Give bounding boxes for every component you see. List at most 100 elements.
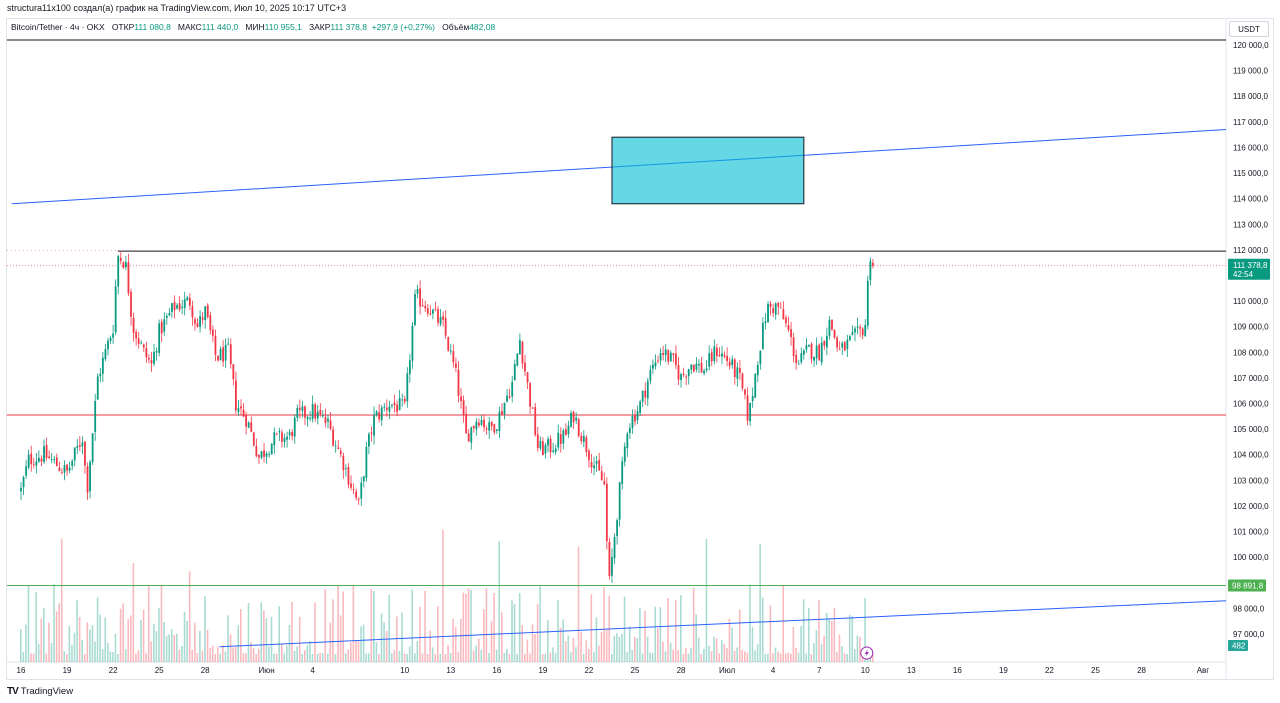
volume-bar xyxy=(726,647,728,662)
volume-bar xyxy=(749,584,751,662)
volume-bar xyxy=(327,653,329,662)
y-tick-label: 103 000,0 xyxy=(1233,476,1269,485)
last-price-tag-timer: 42:54 xyxy=(1233,270,1254,279)
legend-volume: 482,08 xyxy=(469,22,496,32)
volume-bar xyxy=(641,653,644,662)
candle-body xyxy=(444,317,447,336)
candle-body xyxy=(508,396,511,398)
volume-bar xyxy=(273,653,275,662)
candle-body xyxy=(278,430,281,433)
volume-bar xyxy=(32,653,35,662)
candle-body xyxy=(25,466,28,476)
candle-body xyxy=(137,338,140,344)
lower-trendline[interactable] xyxy=(219,600,1227,648)
candle-body xyxy=(229,344,232,365)
candle-body xyxy=(715,347,718,357)
candle-body xyxy=(490,422,493,426)
y-tick-label: 100 000,0 xyxy=(1233,553,1269,562)
volume-bar xyxy=(452,618,454,662)
candle-body xyxy=(654,362,657,367)
candle-body xyxy=(206,305,209,317)
candle-body xyxy=(270,443,273,455)
volume-bar xyxy=(25,624,27,662)
legend-open-label: ОТКР xyxy=(111,22,135,32)
volume-bar xyxy=(603,587,605,662)
volume-bar xyxy=(419,606,421,662)
candle-body xyxy=(421,305,424,307)
volume-bar xyxy=(728,618,731,662)
y-tick-label: 119 000,0 xyxy=(1233,67,1269,76)
volume-bar xyxy=(204,595,206,662)
x-tick-label: 25 xyxy=(631,666,640,675)
candle-body xyxy=(370,432,373,434)
volume-bar xyxy=(508,653,511,662)
candle-body xyxy=(66,464,68,471)
candle-body xyxy=(705,368,708,371)
candle-body xyxy=(738,368,741,373)
volume-bar xyxy=(805,653,808,662)
candle-body xyxy=(854,328,856,333)
volume-bar xyxy=(347,649,350,662)
candle-body xyxy=(570,412,572,427)
volume-bar xyxy=(823,635,825,662)
candle-body xyxy=(171,303,173,313)
candle-body xyxy=(559,434,562,444)
candle-body xyxy=(462,400,465,415)
candle-body xyxy=(501,411,503,415)
candle-body xyxy=(557,432,560,448)
volume-bar xyxy=(183,611,186,662)
candle-body xyxy=(549,438,552,453)
volume-bar xyxy=(255,653,257,662)
volume-bar xyxy=(871,653,874,662)
y-tick-label: 110 000,0 xyxy=(1233,297,1269,306)
candle-body xyxy=(470,427,473,443)
volume-bar xyxy=(168,634,170,662)
volume-bar xyxy=(63,650,66,662)
candle-body xyxy=(104,349,107,360)
candle-body xyxy=(217,355,219,361)
volume-bar xyxy=(286,645,288,662)
candle-body xyxy=(183,299,186,308)
candle-body xyxy=(741,373,744,389)
candle-body xyxy=(547,439,549,446)
volume-bar xyxy=(66,653,68,662)
volume-bar xyxy=(173,634,176,662)
volume-bar xyxy=(802,599,805,662)
candle-body xyxy=(828,319,831,336)
last-price-tag xyxy=(1228,258,1270,280)
candle-body xyxy=(89,461,91,492)
candle-body xyxy=(132,317,135,333)
x-tick-label: 4 xyxy=(771,666,776,675)
candle-body xyxy=(219,349,222,361)
target-zone-rectangle[interactable] xyxy=(611,136,805,205)
volume-bar xyxy=(654,606,657,662)
support-price-tag xyxy=(1228,579,1266,592)
candle-body xyxy=(186,297,189,301)
volume-bar xyxy=(644,610,646,662)
y-tick-label: 97 000,0 xyxy=(1233,630,1265,639)
candle-body xyxy=(452,351,455,363)
volume-bar xyxy=(53,584,55,662)
candle-body xyxy=(820,342,823,363)
volume-bar xyxy=(618,636,621,662)
volume-bar xyxy=(605,628,608,662)
volume-bar xyxy=(511,600,513,662)
y-tick-label: 112 000,0 xyxy=(1233,246,1269,255)
volume-bar xyxy=(825,612,828,662)
x-tick-label: 19 xyxy=(63,666,72,675)
candle-body xyxy=(472,426,475,429)
candle-body xyxy=(416,289,419,294)
volume-bar xyxy=(682,653,685,662)
volume-bar xyxy=(649,652,651,662)
currency-button[interactable]: USDT xyxy=(1229,21,1269,37)
volume-bar xyxy=(237,625,240,662)
volume-bar xyxy=(767,653,769,662)
candle-body xyxy=(628,427,631,434)
candle-body xyxy=(178,303,181,310)
volume-bar xyxy=(373,591,375,662)
volume-bar xyxy=(362,624,365,662)
candle-body xyxy=(480,419,483,425)
legend-symbol[interactable]: Bitcoin/Tether · 4ч · OKX xyxy=(11,22,105,32)
volume-bar xyxy=(301,653,304,662)
